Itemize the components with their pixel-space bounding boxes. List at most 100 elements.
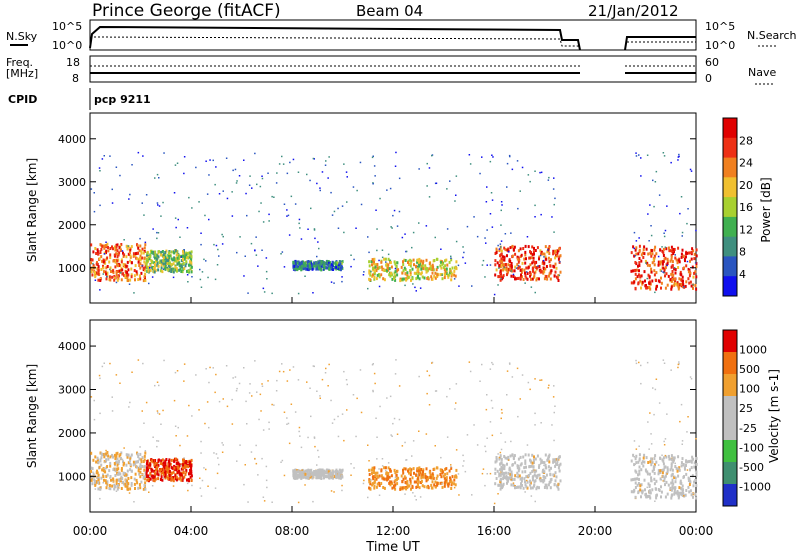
power-cell xyxy=(424,267,427,271)
velocity-cell xyxy=(484,445,486,448)
power-cell xyxy=(126,271,129,274)
velocity-cell xyxy=(404,467,407,471)
velocity-cell xyxy=(95,460,98,464)
velocity-cell xyxy=(673,476,676,479)
power-cell xyxy=(669,259,672,263)
velocity-cell xyxy=(667,454,670,458)
power-cell xyxy=(302,264,305,268)
velocity-cell xyxy=(666,492,669,496)
power-cell xyxy=(510,270,513,272)
velocity-cell xyxy=(654,454,657,458)
power-cell xyxy=(506,254,508,258)
power-cell xyxy=(286,215,288,217)
velocity-cell xyxy=(163,473,166,477)
velocity-cell xyxy=(648,483,651,487)
power-cell xyxy=(222,235,224,238)
power-cell xyxy=(178,261,181,265)
power-cell xyxy=(340,265,343,269)
power-cell xyxy=(545,265,548,268)
velocity-cell xyxy=(313,365,315,368)
power-cell xyxy=(649,204,651,206)
power-cell xyxy=(648,275,651,279)
velocity-cell xyxy=(535,487,538,491)
velocity-cell xyxy=(531,470,534,473)
velocity-cell xyxy=(113,483,116,487)
power-cell xyxy=(185,253,188,257)
velocity-cell xyxy=(532,458,535,462)
power-cell xyxy=(234,168,237,171)
power-cell xyxy=(94,271,96,274)
power-cell xyxy=(397,268,400,272)
power-cell xyxy=(376,228,378,230)
power-cell xyxy=(178,255,181,259)
velocity-cell xyxy=(147,478,150,482)
power-cell xyxy=(299,227,301,229)
velocity-cell xyxy=(537,473,539,476)
velocity-cell xyxy=(439,473,442,476)
velocity-cell xyxy=(294,476,296,480)
power-cell xyxy=(671,264,674,268)
velocity-cell xyxy=(99,459,102,463)
velocity-cell xyxy=(543,486,546,489)
velocity-cell xyxy=(200,452,202,454)
power-cell xyxy=(677,156,680,158)
velocity-cell xyxy=(145,401,148,404)
velocity-cell xyxy=(450,487,453,490)
velocity-cell xyxy=(105,486,108,490)
power-cell xyxy=(331,261,334,264)
velocity-cell xyxy=(540,459,543,463)
power-cell xyxy=(645,262,647,264)
power-cell xyxy=(115,270,118,274)
velocity-cell xyxy=(215,373,217,376)
power-cell xyxy=(451,272,454,276)
velocity-cell xyxy=(556,463,559,466)
velocity-cell xyxy=(260,410,262,412)
power-cell xyxy=(416,265,419,268)
power-cell xyxy=(145,261,148,265)
velocity-cell xyxy=(504,441,507,443)
velocity-cell xyxy=(503,476,506,480)
velocity-cell xyxy=(179,476,182,480)
velocity-cell xyxy=(300,446,303,449)
velocity-cell xyxy=(353,467,355,469)
velocity-cell xyxy=(114,469,117,473)
power-cell xyxy=(231,215,234,217)
velocity-cell xyxy=(177,426,179,429)
power-cell xyxy=(255,236,257,238)
velocity-cell xyxy=(687,479,690,482)
power-cell xyxy=(541,261,544,265)
power-cell xyxy=(175,259,178,263)
velocity-cell xyxy=(300,470,303,474)
power-cell xyxy=(250,242,253,245)
power-cell xyxy=(336,267,339,270)
velocity-cell xyxy=(502,477,505,481)
velocity-cell xyxy=(466,434,469,436)
power-cell xyxy=(691,265,694,269)
power-cell xyxy=(387,268,390,272)
velocity-cell xyxy=(190,458,193,462)
x-tick-label: 08:00 xyxy=(275,524,310,538)
velocity-cell xyxy=(411,455,413,457)
power-cell xyxy=(649,287,652,291)
velocity-cell xyxy=(637,491,640,495)
power-cell xyxy=(267,172,269,174)
velocity-cell xyxy=(638,445,640,447)
velocity-cell xyxy=(502,463,504,467)
velocity-cell xyxy=(508,362,511,364)
velocity-cell xyxy=(486,394,488,396)
power-cell xyxy=(254,152,256,155)
velocity-cell xyxy=(389,483,392,487)
power-cell xyxy=(510,262,513,265)
velocity-cell xyxy=(156,410,159,412)
power-cell xyxy=(113,278,116,282)
power-cell xyxy=(309,261,312,265)
power-cell xyxy=(443,272,446,276)
velocity-cell xyxy=(174,425,177,427)
velocity-cell xyxy=(677,366,679,369)
velocity-cell xyxy=(386,475,389,479)
power-cell xyxy=(306,260,309,264)
power-cell xyxy=(631,269,634,273)
power-cell xyxy=(127,268,130,272)
velocity-cell xyxy=(112,455,114,459)
velocity-cell xyxy=(677,494,680,498)
